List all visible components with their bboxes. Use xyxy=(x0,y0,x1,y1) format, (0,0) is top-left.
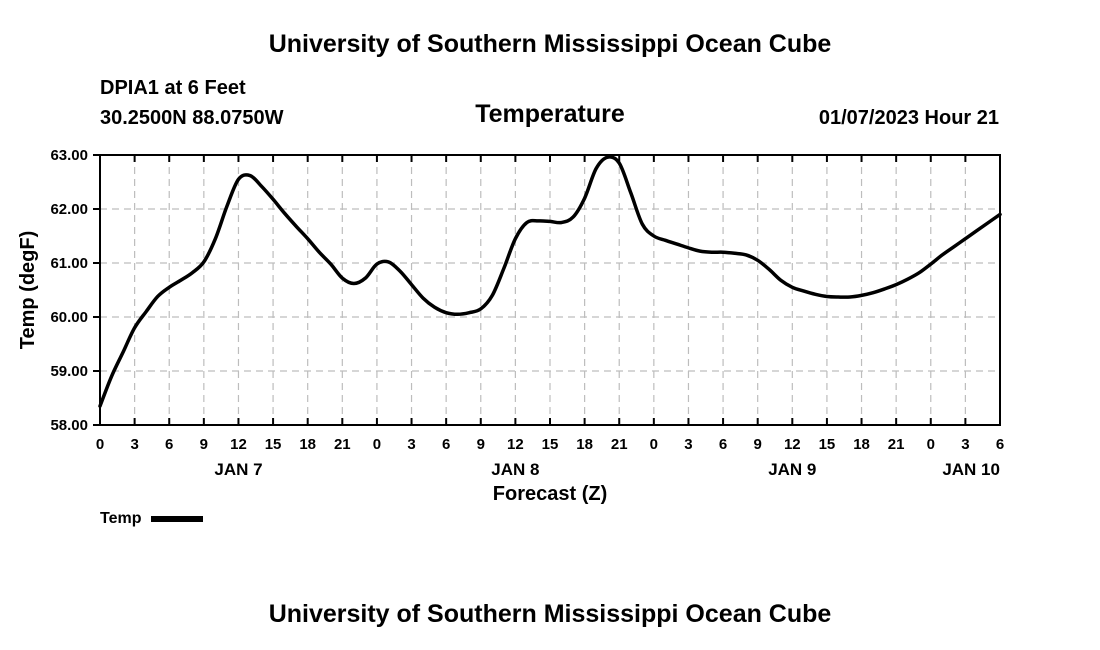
y-axis-ticks: 58.00 59.00 60.00 61.00 62.00 63.00 xyxy=(50,147,100,434)
y-axis-label: Temp (degF) xyxy=(17,231,39,350)
x-tick-label: 18 xyxy=(853,436,870,453)
temp-series-line xyxy=(98,155,1002,408)
x-tick-label: 9 xyxy=(477,436,485,453)
station-coordinates: 30.2500N 88.0750W xyxy=(100,107,284,129)
legend-label: Temp xyxy=(100,510,142,527)
y-tick-label: 59.00 xyxy=(50,363,88,380)
y-tick-label: 58.00 xyxy=(50,417,88,434)
x-tick-label: 15 xyxy=(819,436,836,453)
day-labels: JAN 7 JAN 8 JAN 9 JAN 10 xyxy=(214,460,1000,479)
x-tick-label: 3 xyxy=(961,436,969,453)
x-tick-label: 6 xyxy=(442,436,450,453)
x-tick-label: 6 xyxy=(996,436,1004,453)
forecast-datetime: 01/07/2023 Hour 21 xyxy=(818,107,999,129)
x-tick-label: 12 xyxy=(784,436,801,453)
x-tick-label: 0 xyxy=(927,436,935,453)
x-tick-label: 15 xyxy=(265,436,282,453)
x-tick-label: 18 xyxy=(299,436,316,453)
x-tick-label: 3 xyxy=(684,436,692,453)
x-tick-label: 0 xyxy=(650,436,658,453)
x-tick-label: 9 xyxy=(200,436,208,453)
footer-title: University of Southern Mississippi Ocean… xyxy=(268,600,832,628)
y-tick-label: 62.00 xyxy=(50,201,88,218)
x-tick-label: 0 xyxy=(96,436,104,453)
x-tick-label: 18 xyxy=(576,436,593,453)
x-axis-ticks: 0 3 6 9 12 15 18 21 0 3 6 9 12 15 18 21 0 3 6 9 12 15 18 21 0 3 6 xyxy=(96,155,1004,453)
x-tick-label: 9 xyxy=(754,436,762,453)
x-tick-label: 21 xyxy=(888,436,905,453)
x-axis-label: Forecast (Z) xyxy=(493,483,607,505)
legend: Temp xyxy=(100,510,204,528)
day-label: JAN 8 xyxy=(491,460,539,479)
x-tick-label: 21 xyxy=(611,436,628,453)
x-tick-label: 0 xyxy=(373,436,381,453)
day-label: JAN 10 xyxy=(942,460,1000,479)
parameter-title: Temperature xyxy=(475,100,625,128)
y-tick-label: 61.00 xyxy=(50,255,88,272)
y-tick-label: 63.00 xyxy=(50,147,88,164)
station-name: DPIA1 at 6 Feet xyxy=(100,77,246,99)
page-title: University of Southern Mississippi Ocean… xyxy=(268,30,832,58)
x-tick-label: 6 xyxy=(719,436,727,453)
day-label: JAN 9 xyxy=(768,460,816,479)
day-label: JAN 7 xyxy=(214,460,262,479)
x-tick-label: 12 xyxy=(507,436,524,453)
x-tick-label: 12 xyxy=(230,436,247,453)
grid-lines xyxy=(100,155,1000,425)
legend-swatch xyxy=(151,516,204,522)
x-tick-label: 21 xyxy=(334,436,351,453)
y-tick-label: 60.00 xyxy=(50,309,88,326)
x-tick-label: 3 xyxy=(130,436,138,453)
x-tick-label: 3 xyxy=(407,436,415,453)
x-tick-label: 6 xyxy=(165,436,173,453)
x-tick-label: 15 xyxy=(542,436,559,453)
